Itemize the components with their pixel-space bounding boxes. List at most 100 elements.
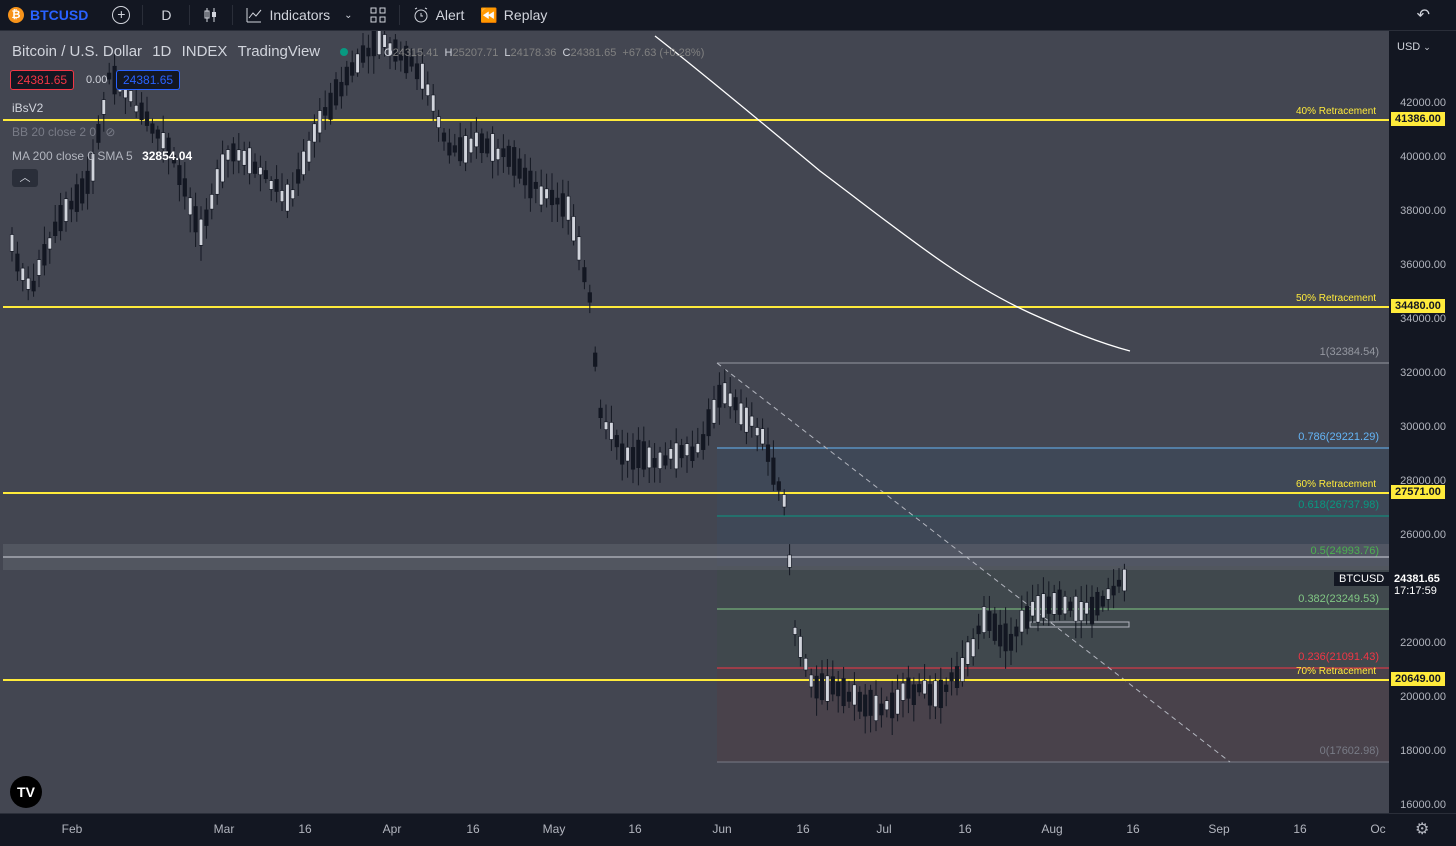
- candle: [981, 606, 987, 633]
- candle: [236, 149, 241, 162]
- fib-label-0618: 0.618(26737.98): [1298, 499, 1379, 511]
- candle: [506, 145, 511, 167]
- legend-source: TradingView: [237, 43, 321, 60]
- market-status-dot: [340, 48, 349, 57]
- candle: [776, 481, 781, 491]
- collapse-legend-button[interactable]: ︿: [12, 169, 38, 187]
- tradingview-logo[interactable]: TV: [10, 776, 42, 808]
- separator: [189, 5, 191, 25]
- time-tick: 16: [1293, 822, 1307, 836]
- candle: [1095, 591, 1100, 616]
- candle: [404, 45, 409, 74]
- candle: [350, 62, 355, 76]
- candle: [495, 148, 501, 161]
- candle: [765, 444, 771, 462]
- candle: [706, 409, 711, 437]
- candle: [517, 158, 522, 179]
- compare-button[interactable]: +: [104, 0, 138, 30]
- candle: [933, 680, 938, 708]
- symbol-tag: BTCUSD: [1334, 572, 1389, 586]
- candle: [625, 446, 630, 462]
- candle: [522, 167, 528, 186]
- chart-pane[interactable]: Bitcoin / U.S. Dollar 1D INDEX TradingVi…: [0, 31, 1389, 813]
- candle: [857, 691, 862, 712]
- candle: [911, 684, 916, 705]
- candle: [760, 428, 765, 445]
- eye-off-icon[interactable]: ⊘: [105, 125, 116, 139]
- candle: [74, 184, 79, 212]
- candle: [582, 267, 587, 283]
- indicator-bb[interactable]: BB 20 close 2 0 ⊘: [12, 125, 115, 139]
- candle: [26, 277, 31, 290]
- sell-button[interactable]: 24381.65: [10, 70, 75, 90]
- candle: [1019, 610, 1024, 633]
- candle: [663, 455, 668, 466]
- candle: [301, 150, 306, 175]
- undo-button[interactable]: ↶: [1409, 0, 1438, 30]
- candle: [533, 181, 538, 189]
- candle: [879, 703, 884, 716]
- candle: [711, 399, 717, 424]
- symbol-button[interactable]: ₿ BTCUSD: [0, 0, 96, 30]
- candle: [949, 672, 954, 682]
- candle: [166, 137, 171, 159]
- indicators-button[interactable]: Indicators ⌄: [237, 0, 360, 30]
- time-axis[interactable]: Feb Mar 16 Apr 16 May 16 Jun 16 Jul 16 A…: [0, 813, 1456, 846]
- layouts-button[interactable]: [361, 0, 395, 30]
- candle: [393, 39, 398, 62]
- time-tick: 16: [298, 822, 312, 836]
- level-label-40: 40% Retracement: [1296, 106, 1377, 117]
- close-label: C: [562, 47, 571, 59]
- replay-button[interactable]: ⏪ Replay: [472, 0, 555, 30]
- candle: [998, 624, 1003, 647]
- time-tick: Jul: [876, 822, 892, 836]
- candle: [225, 149, 231, 161]
- buy-button[interactable]: 24381.65: [116, 70, 181, 90]
- candle: [36, 259, 42, 276]
- price-tick: 28000.00: [1400, 475, 1446, 487]
- candle: [269, 180, 274, 190]
- alert-button[interactable]: Alert: [404, 0, 473, 30]
- indicator-ma[interactable]: MA 200 close 0 SMA 5 32854.04: [12, 149, 192, 163]
- legend-interval: 1D: [152, 43, 172, 60]
- candle: [852, 684, 857, 706]
- candle: [755, 427, 760, 436]
- candle: [960, 657, 965, 682]
- candle: [792, 627, 798, 635]
- candle: [139, 102, 144, 121]
- candle: [431, 94, 436, 112]
- open-label: O: [384, 47, 393, 59]
- fib-trend-line: [716, 362, 1231, 763]
- candle: [9, 234, 15, 252]
- level-badge-70: 20649.00: [1391, 672, 1445, 686]
- candle: [679, 445, 684, 459]
- interval-button[interactable]: D: [147, 0, 185, 30]
- symbol-title: Bitcoin / U.S. Dollar: [12, 43, 143, 60]
- candle: [1025, 606, 1030, 629]
- candle: [566, 195, 571, 221]
- indicator-ibsv2[interactable]: iBsV2: [12, 101, 44, 115]
- candle: [744, 407, 749, 433]
- candle: [468, 137, 474, 154]
- bitcoin-icon: ₿: [8, 7, 24, 23]
- time-tick: 16: [958, 822, 972, 836]
- candle: [571, 216, 576, 242]
- candle: [366, 47, 371, 57]
- settings-gear-icon[interactable]: ⚙: [1415, 821, 1430, 838]
- candle: [512, 147, 517, 176]
- candle: [1041, 593, 1046, 619]
- chevron-down-icon: ⌄: [1423, 42, 1431, 52]
- price-tick: 16000.00: [1400, 799, 1446, 811]
- price-axis[interactable]: USD ⌄ 42000.00 40000.00 38000.00 36000.0…: [1389, 31, 1456, 813]
- currency-selector[interactable]: USD ⌄: [1397, 41, 1431, 53]
- candle: [1084, 602, 1089, 615]
- fib-zone-middle: [717, 566, 1389, 668]
- candle: [846, 691, 852, 702]
- candle: [144, 111, 150, 126]
- price-chart[interactable]: [0, 31, 1389, 813]
- candle: [987, 611, 992, 631]
- candle: [603, 421, 609, 430]
- candle: [188, 197, 193, 216]
- chart-type-button[interactable]: [194, 0, 228, 30]
- candle: [825, 675, 830, 702]
